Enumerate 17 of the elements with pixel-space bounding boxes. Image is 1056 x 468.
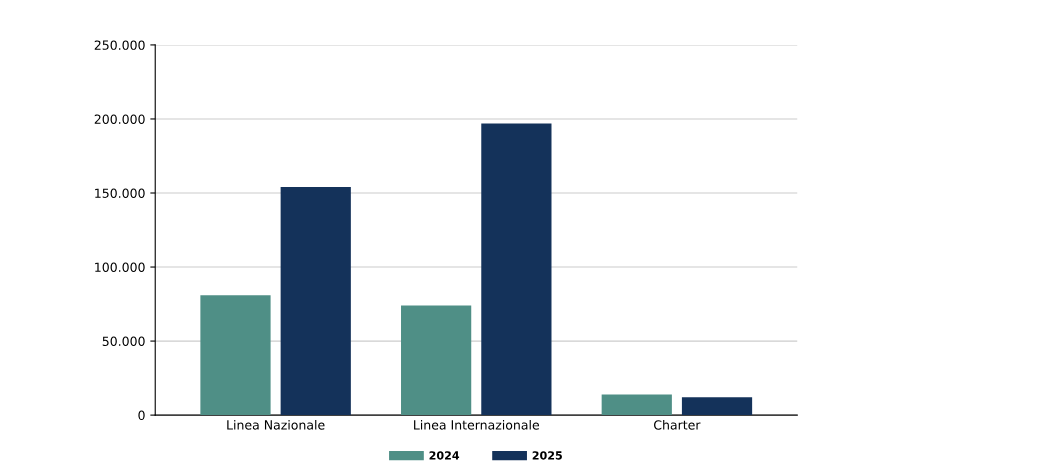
x-tick-label: Charter xyxy=(654,419,701,430)
bar xyxy=(681,397,753,416)
bar xyxy=(280,187,351,416)
y-tick-label: 100.000 xyxy=(95,262,145,272)
bar xyxy=(200,295,271,416)
y-tick-label: 0 xyxy=(138,410,145,421)
bar xyxy=(401,305,472,416)
x-tick-label: Linea Nazionale xyxy=(227,419,325,430)
bar xyxy=(601,394,672,416)
y-tick-label: 150.000 xyxy=(95,188,145,198)
bar xyxy=(481,123,552,416)
legend-label: 2025 xyxy=(532,451,562,460)
legend-label: 2024 xyxy=(429,451,460,460)
x-tick-label: Linea Internazionale xyxy=(414,419,539,430)
y-tick-label: 50.000 xyxy=(102,336,145,347)
y-tick-label: 250.000 xyxy=(94,40,145,50)
y-tick-label: 200.000 xyxy=(94,114,145,124)
